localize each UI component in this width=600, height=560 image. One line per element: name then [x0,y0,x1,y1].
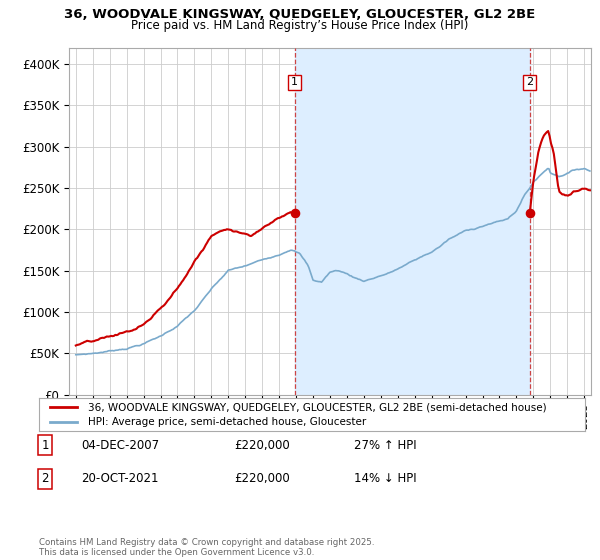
Text: Price paid vs. HM Land Registry’s House Price Index (HPI): Price paid vs. HM Land Registry’s House … [131,19,469,32]
Text: Contains HM Land Registry data © Crown copyright and database right 2025.
This d: Contains HM Land Registry data © Crown c… [39,538,374,557]
Text: 27% ↑ HPI: 27% ↑ HPI [354,438,416,452]
Text: 2: 2 [526,77,533,87]
Point [525,208,535,217]
Text: 36, WOODVALE KINGSWAY, QUEDGELEY, GLOUCESTER, GL2 2BE (semi-detached house): 36, WOODVALE KINGSWAY, QUEDGELEY, GLOUCE… [88,402,547,412]
Text: £220,000: £220,000 [234,472,290,486]
Text: 36, WOODVALE KINGSWAY, QUEDGELEY, GLOUCESTER, GL2 2BE: 36, WOODVALE KINGSWAY, QUEDGELEY, GLOUCE… [64,8,536,21]
Bar [295,48,530,395]
Text: 20-OCT-2021: 20-OCT-2021 [81,472,158,486]
Text: 14% ↓ HPI: 14% ↓ HPI [354,472,416,486]
Point [290,208,299,217]
Text: 1: 1 [291,77,298,87]
Text: HPI: Average price, semi-detached house, Gloucester: HPI: Average price, semi-detached house,… [88,417,367,427]
Text: £220,000: £220,000 [234,438,290,452]
Text: 2: 2 [41,472,49,486]
Text: 1: 1 [41,438,49,452]
Text: 04-DEC-2007: 04-DEC-2007 [81,438,159,452]
